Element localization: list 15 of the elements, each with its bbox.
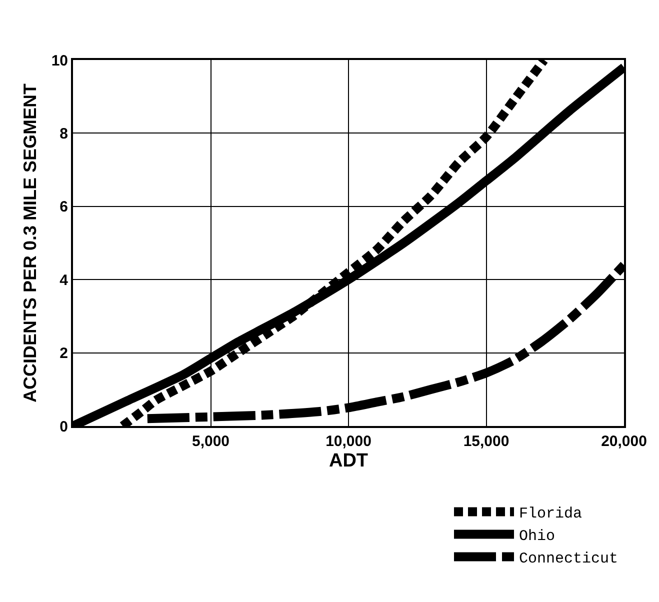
y-tick-label: 4: [60, 272, 69, 289]
x-tick-label: 20,000: [601, 433, 647, 450]
legend-label: Ohio: [519, 528, 556, 546]
x-tick-label: 10,000: [326, 433, 372, 450]
y-tick-label: 10: [51, 52, 68, 70]
y-tick-label: 6: [60, 198, 68, 216]
legend-label: Florida: [519, 506, 582, 523]
x-axis-title: ADT: [328, 450, 368, 472]
y-axis-title: ACCIDENTS PER 0.3 MILE SEGMENT: [20, 83, 40, 403]
legend-label: Connecticut: [519, 550, 618, 568]
y-tick-label: 0: [60, 418, 68, 436]
x-tick-label: 5,000: [192, 433, 230, 450]
x-tick-label: 15,000: [463, 433, 510, 450]
y-tick-label: 2: [60, 345, 68, 362]
y-tick-label: 8: [60, 125, 68, 142]
